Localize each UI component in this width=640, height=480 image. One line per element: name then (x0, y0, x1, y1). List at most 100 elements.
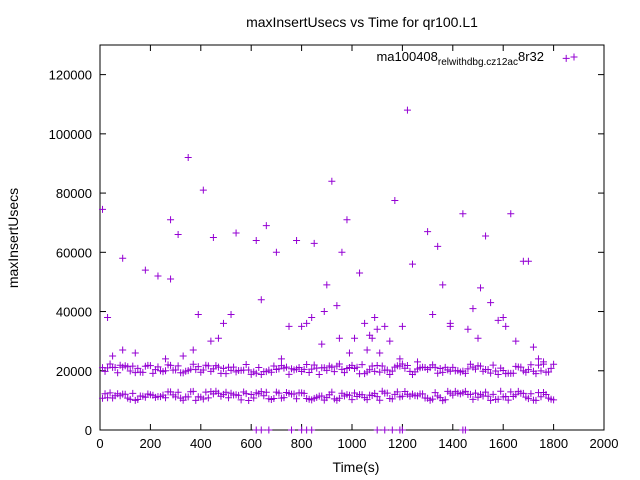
data-point (381, 322, 389, 330)
data-point (446, 322, 454, 330)
data-point (524, 257, 532, 265)
data-point (189, 387, 197, 395)
data-point (308, 365, 316, 373)
data-point (540, 358, 548, 366)
x-tick-label: 400 (190, 436, 212, 451)
data-point (398, 392, 406, 400)
y-tick-label: 80000 (56, 186, 92, 201)
data-point (270, 395, 278, 403)
data-point (126, 367, 134, 375)
data-point (550, 360, 558, 368)
data-point (330, 368, 338, 376)
data-point (471, 389, 479, 397)
data-point (532, 396, 540, 404)
data-point (466, 390, 474, 398)
data-point (131, 349, 139, 357)
data-point (527, 361, 535, 369)
data-point (487, 369, 495, 377)
data-point (255, 364, 263, 372)
data-point (318, 392, 326, 400)
data-point (461, 426, 469, 434)
chart-title: maxInsertUsecs vs Time for qr100.L1 (246, 14, 478, 30)
data-point (230, 363, 238, 371)
data-point (303, 319, 311, 327)
data-point (502, 392, 510, 400)
data-point (189, 360, 197, 368)
data-point (101, 390, 109, 398)
data-point (358, 361, 366, 369)
data-point (242, 390, 250, 398)
data-point (537, 367, 545, 375)
y-tick-label: 40000 (56, 305, 92, 320)
data-point (477, 362, 485, 370)
data-point (172, 393, 180, 401)
y-tick-label: 60000 (56, 245, 92, 260)
data-point (199, 395, 207, 403)
data-point (219, 319, 227, 327)
data-point (383, 389, 391, 397)
data-point (335, 394, 343, 402)
data-point (104, 313, 112, 321)
data-point (431, 363, 439, 371)
data-point (524, 395, 532, 403)
data-point (373, 426, 381, 434)
data-point (391, 196, 399, 204)
data-point (119, 254, 127, 262)
legend-entry-marker (570, 53, 578, 61)
data-point (393, 388, 401, 396)
data-point (308, 426, 316, 434)
data-point (499, 313, 507, 321)
data-point (424, 228, 432, 236)
data-point (373, 361, 381, 369)
x-tick-label: 200 (140, 436, 162, 451)
data-point (104, 364, 112, 372)
data-point (214, 363, 222, 371)
data-point (547, 364, 555, 372)
data-point (371, 367, 379, 375)
data-point (504, 396, 512, 404)
data-point (318, 340, 326, 348)
data-point (469, 395, 477, 403)
data-point (293, 236, 301, 244)
y-tick-label: 0 (85, 423, 92, 438)
data-point (257, 426, 265, 434)
data-point (162, 367, 170, 375)
data-point (280, 394, 288, 402)
data-point (119, 346, 127, 354)
data-point (199, 186, 207, 194)
data-point (129, 362, 137, 370)
data-point (111, 363, 119, 371)
data-point (376, 368, 384, 376)
data-point (189, 346, 197, 354)
data-point (502, 322, 510, 330)
data-point (429, 395, 437, 403)
data-point (167, 216, 175, 224)
data-point (267, 368, 275, 376)
y-axis: 0 20000 40000 60000 80000 100000 120000 (49, 68, 604, 438)
data-point (383, 366, 391, 374)
data-point (328, 388, 336, 396)
data-point (225, 394, 233, 402)
data-point (298, 322, 306, 330)
x-tick-label: 1800 (539, 436, 568, 451)
data-point (335, 360, 343, 368)
data-point (250, 394, 258, 402)
data-point (242, 361, 250, 369)
data-point (310, 239, 318, 247)
data-point (199, 366, 207, 374)
data-point (371, 313, 379, 321)
legend: ma100408relwithdbg.cz12ac8r32 (376, 49, 578, 68)
data-point (237, 396, 245, 404)
data-point (245, 396, 253, 404)
data-point (338, 248, 346, 256)
data-point (174, 231, 182, 239)
data-point (194, 311, 202, 318)
data-point (219, 364, 227, 372)
data-point (408, 260, 416, 268)
data-point (308, 313, 316, 321)
data-point (192, 396, 200, 404)
data-point (174, 362, 182, 370)
data-point (512, 337, 520, 345)
data-point (436, 365, 444, 373)
